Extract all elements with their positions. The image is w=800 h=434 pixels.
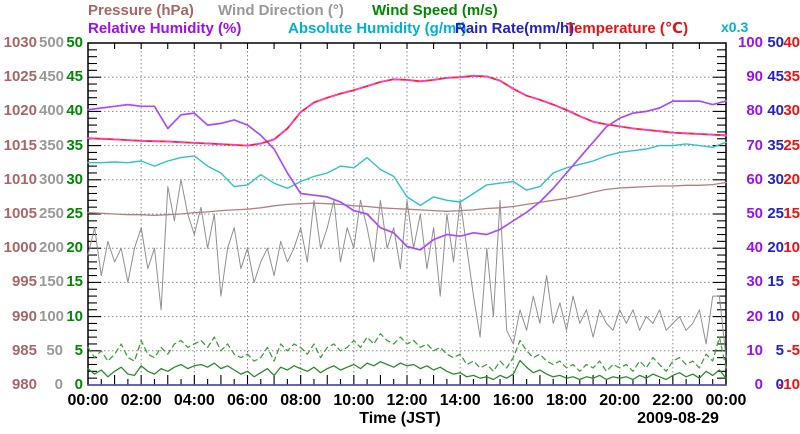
temperature-tick: 35: [783, 68, 800, 86]
x-tick: 00:00: [705, 392, 747, 409]
pressure-tick: 1005: [3, 205, 37, 222]
x-tick: 14:00: [439, 392, 481, 409]
temperature-tick: 0: [791, 307, 800, 325]
pressure-tick: 1010: [3, 170, 37, 188]
wind-speed-tick: 5: [74, 341, 83, 359]
rain-rate-tick: 40: [767, 102, 784, 120]
wind-direction-tick: 50: [46, 341, 63, 359]
rain-rate-tick: 5: [775, 341, 784, 359]
wind-speed-tick: 50: [66, 34, 83, 51]
wind-speed-tick: 45: [66, 68, 83, 86]
wind-direction-tick: 100: [39, 307, 65, 325]
x-axis-date: 2009-08-29: [637, 410, 719, 427]
wind-direction-tick: 350: [39, 136, 65, 154]
wind-direction-tick: 450: [39, 68, 65, 86]
series-wind-direction: [87, 179, 727, 359]
series-relative-humidity: [87, 100, 727, 251]
series-temperature-overlay: [87, 74, 727, 147]
rain-rate-tick: 50: [767, 34, 784, 51]
temperature-tick: 15: [783, 205, 800, 222]
temperature-tick: -10: [778, 376, 800, 393]
rain-rate-tick: 25: [767, 205, 784, 222]
wind-speed-tick: 30: [66, 170, 83, 188]
wind-direction-tick: 150: [39, 273, 65, 291]
pressure-tick: 1030: [3, 34, 37, 51]
relative-humidity-tick: 10: [746, 341, 763, 359]
wind-direction-tick: 200: [39, 239, 65, 257]
legend-item-pressure-hpa: Pressure (hPa): [88, 2, 194, 19]
pressure-tick: 985: [11, 341, 37, 359]
relative-humidity-tick: 20: [746, 307, 763, 325]
x-tick: 06:00: [227, 392, 268, 409]
x-tick: 22:00: [652, 392, 694, 409]
pressure-tick: 990: [11, 307, 37, 325]
wind-speed-tick: 10: [66, 307, 83, 325]
rain-rate-tick: 0: [775, 376, 784, 393]
rain-rate-tick: 45: [767, 68, 784, 86]
legend-item-rain-rate-mm-h: Rain Rate(mm/h): [455, 20, 575, 37]
pressure-tick: 995: [11, 273, 37, 291]
relative-humidity-tick: 90: [746, 68, 763, 86]
pressure-tick: 980: [11, 376, 37, 393]
wind-speed-tick: 20: [66, 239, 83, 257]
x-tick: 04:00: [173, 392, 215, 409]
relative-humidity-tick: 100: [737, 34, 763, 51]
temperature-tick: 5: [791, 273, 800, 291]
relative-humidity-tick: 70: [746, 136, 763, 154]
x-tick: 00:00: [67, 392, 109, 409]
x-tick: 10:00: [333, 392, 375, 409]
x-tick: 16:00: [492, 392, 534, 409]
x-tick: 02:00: [120, 392, 162, 409]
x-tick: 08:00: [280, 392, 322, 409]
wind-direction-tick: 250: [39, 205, 65, 222]
wind-speed-tick: 40: [66, 102, 83, 120]
rain-rate-tick: 35: [767, 136, 784, 154]
rain-rate-tick: 15: [767, 273, 784, 291]
wind-direction-tick: 500: [39, 34, 65, 51]
legend-item-temperature: Temperature (℃): [566, 20, 689, 37]
pressure-tick: 1000: [3, 239, 37, 257]
wind-speed-tick: 15: [66, 273, 83, 291]
relative-humidity-tick: 60: [746, 170, 763, 188]
wind-direction-tick: 400: [39, 102, 65, 120]
legend-item-relative-humidity: Relative Humidity (%): [88, 20, 242, 37]
pressure-tick: 1020: [3, 102, 37, 120]
legend-item-absolute-humidity-g-m: Absolute Humidity (g/m³): [288, 20, 467, 37]
pressure-tick: 1025: [3, 68, 37, 86]
series-wind-gust: [87, 333, 727, 372]
temperature-tick: -5: [786, 341, 800, 359]
temperature-tick: 25: [783, 136, 800, 154]
scale-note: x0.3: [721, 19, 749, 35]
legend-item-wind-speed-m-s: Wind Speed (m/s): [372, 2, 498, 19]
wind-speed-tick: 0: [74, 376, 83, 393]
wind-speed-tick: 25: [66, 205, 83, 222]
wind-speed-tick: 35: [66, 136, 83, 154]
relative-humidity-tick: 0: [754, 376, 763, 393]
series-absolute-humidity: [87, 141, 727, 207]
pressure-tick: 1015: [3, 136, 37, 154]
series-pressure: [87, 181, 727, 217]
rain-rate-tick: 30: [767, 170, 784, 188]
legend-item-wind-direction: Wind Direction (°): [218, 2, 344, 19]
temperature-tick: 40: [783, 34, 800, 51]
relative-humidity-tick: 40: [746, 239, 763, 257]
x-tick: 20:00: [599, 392, 641, 409]
x-axis-title: Time (JST): [359, 410, 441, 427]
series-wind-speed: [87, 359, 727, 381]
rain-rate-tick: 20: [767, 239, 784, 257]
temperature-tick: 30: [783, 102, 800, 120]
relative-humidity-tick: 50: [746, 205, 763, 222]
relative-humidity-tick: 80: [746, 102, 763, 120]
x-tick: 18:00: [546, 392, 587, 409]
x-tick: 12:00: [386, 392, 428, 409]
rain-rate-tick: 10: [767, 307, 784, 325]
temperature-tick: 20: [783, 170, 800, 188]
relative-humidity-tick: 30: [746, 273, 763, 291]
temperature-tick: 10: [783, 239, 800, 257]
wind-direction-tick: 300: [39, 170, 65, 188]
wind-direction-tick: 0: [54, 376, 63, 393]
